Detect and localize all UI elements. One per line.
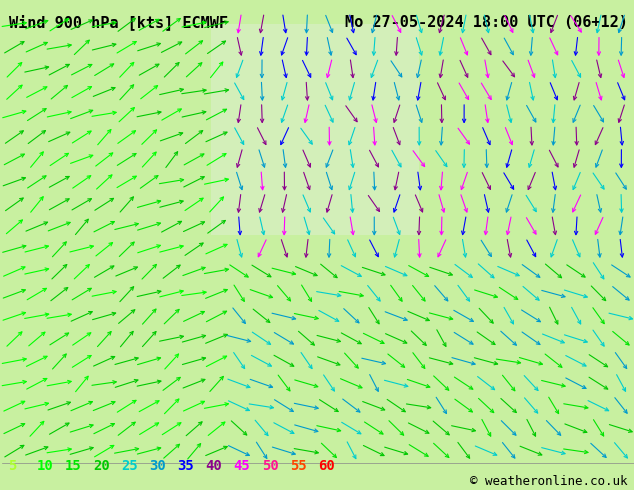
Text: Wind 900 hPa [kts] ECMWF: Wind 900 hPa [kts] ECMWF	[8, 15, 228, 30]
Text: 5: 5	[8, 459, 17, 473]
Text: 35: 35	[178, 459, 194, 473]
Text: 15: 15	[65, 459, 82, 473]
Bar	[210, 24, 419, 235]
Text: 10: 10	[37, 459, 53, 473]
Text: 40: 40	[205, 459, 223, 473]
Text: 20: 20	[93, 459, 110, 473]
Text: 55: 55	[290, 459, 307, 473]
Text: 50: 50	[262, 459, 278, 473]
Text: © weatheronline.co.uk: © weatheronline.co.uk	[470, 474, 628, 488]
Text: 30: 30	[149, 459, 166, 473]
Text: 60: 60	[318, 459, 335, 473]
Text: 45: 45	[234, 459, 250, 473]
Text: 25: 25	[121, 459, 138, 473]
Text: Mo 27-05-2024 18:00 UTC (06+12): Mo 27-05-2024 18:00 UTC (06+12)	[345, 15, 628, 30]
